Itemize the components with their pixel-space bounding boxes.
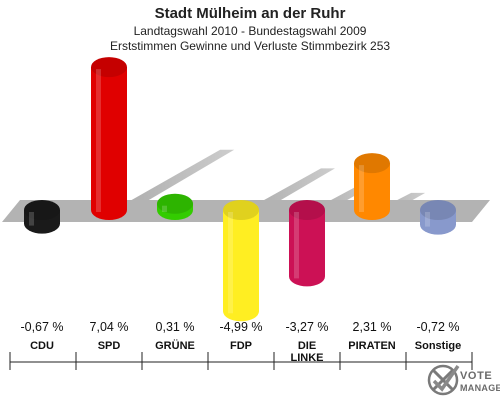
value-label-die-linke: -3,27 %	[285, 320, 328, 334]
bar-gr-ne	[157, 193, 193, 220]
bar-fdp	[223, 200, 259, 322]
category-label-cdu: CDU	[30, 340, 54, 352]
value-labels: -0,67 % 7,04 % 0,31 % -4,99 % -3,27 % 2,31 % -…	[20, 320, 459, 334]
chart-subtitle: Landtagswahl 2010 - Bundestagswahl 2009	[134, 24, 367, 38]
brand-logo: VOTE MANAGER	[427, 364, 500, 396]
brand-line2: MANAGER	[460, 383, 500, 393]
value-label-cdu: -0,67 %	[20, 320, 63, 334]
value-label-piraten: 2,31 %	[353, 320, 392, 334]
value-label-sonstige: -0,72 %	[416, 320, 459, 334]
ballot-check-icon	[427, 364, 460, 396]
bar-sonstige	[420, 200, 456, 235]
category-label-die-linke: LINKE	[291, 352, 324, 364]
category-label-sonstige: Sonstige	[415, 340, 461, 352]
bars	[24, 57, 456, 322]
chart-subtitle-2: Erststimmen Gewinne und Verluste Stimmbe…	[110, 39, 390, 53]
category-label-fdp: FDP	[230, 340, 252, 352]
bar-cdu	[24, 200, 60, 234]
chart-title: Stadt Mülheim an der Ruhr	[155, 5, 346, 22]
value-label-fdp: -4,99 %	[219, 320, 262, 334]
category-label-piraten: PIRATEN	[348, 340, 396, 352]
bar-die-linke	[289, 200, 325, 287]
category-label-gr-ne: GRÜNE	[155, 339, 195, 352]
bar-piraten	[354, 153, 390, 220]
brand-line1: VOTE	[460, 370, 492, 382]
value-label-spd: 7,04 %	[90, 320, 129, 334]
bar-shadow-spd	[107, 149, 235, 214]
value-label-gr-ne: 0,31 %	[156, 320, 195, 334]
category-label-spd: SPD	[98, 340, 121, 352]
category-label-die-linke: DIE	[298, 340, 316, 352]
bar-spd	[91, 57, 127, 220]
